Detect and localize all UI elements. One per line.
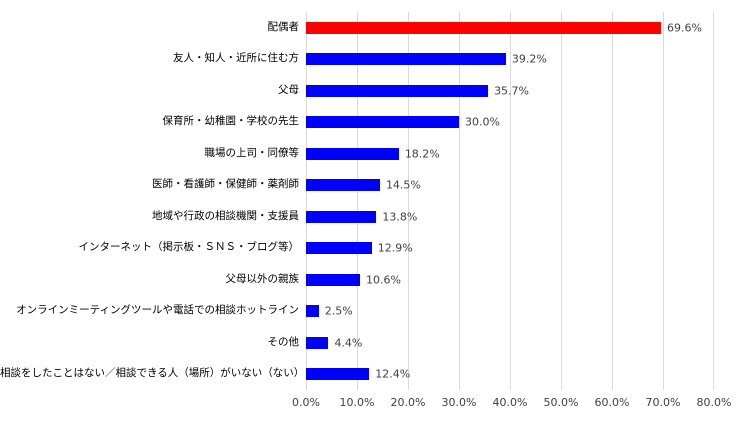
bar-zone: 39.2%	[306, 44, 714, 76]
gridline	[459, 12, 460, 390]
chart-row: 友人・知人・近所に住む方 39.2%	[0, 44, 740, 76]
chart-row: 相談をしたことはない／相談できる人（場所）がいない（ない） 12.4%	[0, 359, 740, 391]
category-label: 友人・知人・近所に住む方	[173, 52, 299, 65]
gridline	[561, 12, 562, 390]
bar	[306, 116, 459, 129]
value-label: 2.5%	[324, 304, 353, 318]
gridline	[408, 12, 409, 390]
x-axis-tick-label: 20.0%	[390, 396, 426, 409]
category-label: 医師・看護師・保健師・薬剤師	[152, 178, 299, 191]
bar-zone: 12.9%	[306, 233, 714, 265]
gridline	[663, 12, 664, 390]
category-label: 配偶者	[267, 20, 300, 33]
chart-row: 保育所・幼稚園・学校の先生 30.0%	[0, 107, 740, 139]
gridline	[612, 12, 613, 390]
category-label: その他	[267, 335, 300, 348]
x-axis-tick-label: 80.0%	[696, 396, 732, 409]
category-label: 保育所・幼稚園・学校の先生	[162, 115, 300, 128]
value-label: 12.9%	[377, 241, 413, 255]
bar	[306, 210, 377, 223]
bar	[306, 368, 370, 381]
bar	[306, 53, 506, 66]
value-label: 35.7%	[494, 84, 530, 98]
bar	[306, 336, 329, 349]
x-axis-tick-label: 70.0%	[645, 396, 681, 409]
chart-row: その他 4.4%	[0, 327, 740, 359]
category-label: 職場の上司・同僚等	[204, 146, 300, 159]
chart-row: 配偶者 69.6%	[0, 12, 740, 44]
chart-row: 医師・看護師・保健師・薬剤師 14.5%	[0, 170, 740, 202]
bar-zone: 35.7%	[306, 75, 714, 107]
bar	[306, 147, 399, 160]
bar	[306, 21, 661, 34]
value-label: 13.8%	[382, 210, 418, 224]
category-label: 地域や行政の相談機関・支援員	[152, 209, 299, 222]
category-label: オンラインミーティングツールや電話での相談ホットライン	[16, 304, 299, 317]
value-label: 69.6%	[666, 21, 702, 35]
category-label: 相談をしたことはない／相談できる人（場所）がいない（ない）	[0, 367, 305, 380]
x-axis-tick-label: 10.0%	[339, 396, 375, 409]
x-axis: 0.0% 10.0% 20.0% 30.0% 40.0% 50.0% 60.0% 70.0% 8…	[292, 396, 731, 412]
x-axis-tick-label: 50.0%	[543, 396, 579, 409]
category-label: 父母	[278, 83, 299, 96]
value-label: 30.0%	[465, 115, 500, 129]
bar-zone: 10.6%	[306, 264, 714, 296]
bar-zone: 14.5%	[306, 170, 714, 202]
gridline	[306, 12, 307, 390]
chart-row: 職場の上司・同僚等 18.2%	[0, 138, 740, 170]
bar	[306, 273, 361, 286]
value-label: 12.4%	[375, 367, 411, 381]
gridline	[357, 12, 358, 390]
plot-area	[306, 12, 714, 390]
bar-zone: 69.6%	[306, 12, 714, 44]
chart-rows: 配偶者 69.6% 友人・知人・近所に住む方 39.2% 父母 35.7% 保育所・幼稚園・…	[0, 12, 740, 390]
bar-zone: 12.4%	[306, 359, 714, 391]
chart-row: インターネット（掲示板・ＳＮＳ・ブログ等） 12.9%	[0, 233, 740, 265]
value-label: 39.2%	[511, 52, 547, 66]
bar	[306, 242, 372, 255]
bar	[306, 305, 319, 318]
category-label: インターネット（掲示板・ＳＮＳ・ブログ等）	[78, 241, 300, 254]
value-label: 4.4%	[334, 336, 363, 350]
x-axis-tick-label: 60.0%	[594, 396, 630, 409]
bar-zone: 18.2%	[306, 138, 714, 170]
value-label: 14.5%	[385, 178, 421, 192]
gridline	[713, 12, 714, 390]
value-label: 10.6%	[366, 273, 401, 287]
x-axis-tick-label: 40.0%	[492, 396, 528, 409]
x-axis-tick-label: 30.0%	[441, 396, 477, 409]
value-label: 18.2%	[404, 147, 440, 161]
chart-row: 父母 35.7%	[0, 75, 740, 107]
x-axis-tick-label: 0.0%	[292, 396, 320, 409]
bar-zone: 4.4%	[306, 327, 714, 359]
bar-zone: 13.8%	[306, 201, 714, 233]
chart-row: 地域や行政の相談機関・支援員 13.8%	[0, 201, 740, 233]
bar-zone: 2.5%	[306, 296, 714, 328]
bar	[306, 179, 380, 192]
category-label: 父母以外の親族	[225, 272, 300, 285]
bar	[306, 84, 489, 97]
gridline	[510, 12, 511, 390]
chart-row: 父母以外の親族 10.6%	[0, 264, 740, 296]
chart-row: オンラインミーティングツールや電話での相談ホットライン 2.5%	[0, 296, 740, 328]
bar-zone: 30.0%	[306, 107, 714, 139]
